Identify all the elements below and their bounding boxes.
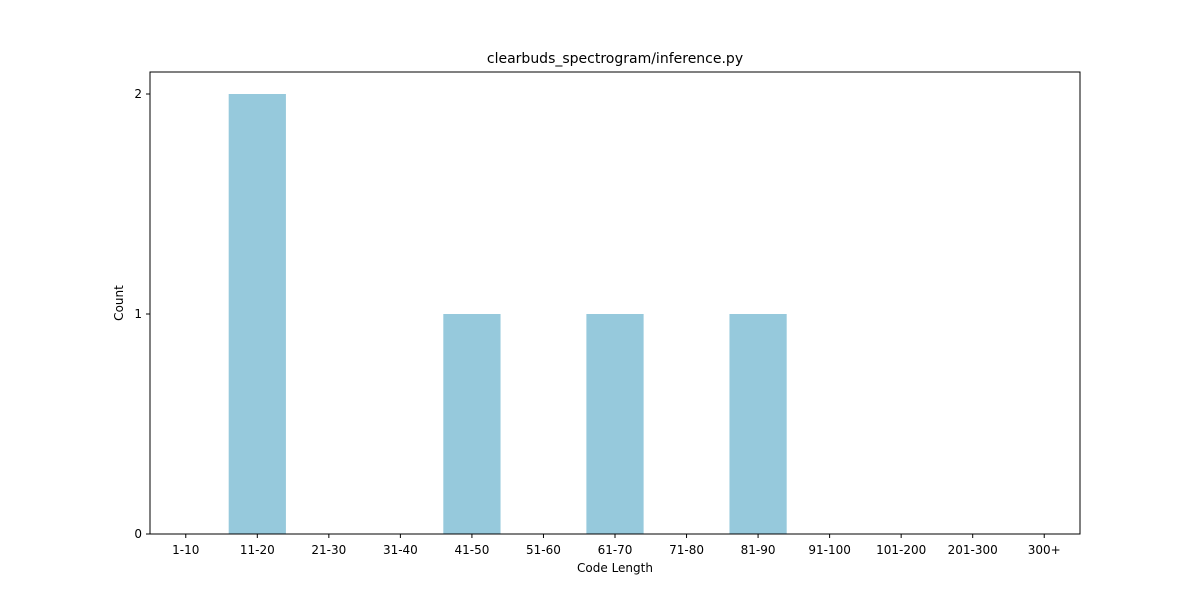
- x-tick-label: 51-60: [526, 543, 561, 557]
- x-axis-title: Code Length: [577, 561, 653, 575]
- x-tick-label: 101-200: [876, 543, 926, 557]
- bar-41-50: [443, 314, 501, 534]
- x-tick-label: 71-80: [669, 543, 704, 557]
- bar-11-20: [228, 94, 286, 534]
- y-tick-label: 0: [134, 527, 142, 541]
- x-tick-label: 201-300: [948, 543, 998, 557]
- x-tick-label: 81-90: [741, 543, 776, 557]
- x-tick-label: 300+: [1028, 543, 1061, 557]
- x-tick-label: 61-70: [598, 543, 633, 557]
- bar-81-90: [729, 314, 787, 534]
- x-tick-label: 41-50: [454, 543, 489, 557]
- bar-61-70: [586, 314, 644, 534]
- x-tick-label: 91-100: [808, 543, 851, 557]
- x-tick-label: 31-40: [383, 543, 418, 557]
- y-tick-label: 2: [134, 87, 142, 101]
- bars-group: [228, 94, 787, 534]
- y-axis: 0 1 2: [134, 87, 150, 541]
- x-tick-label: 21-30: [311, 543, 346, 557]
- x-tick-label: 11-20: [240, 543, 275, 557]
- chart-title: clearbuds_spectrogram/inference.py: [487, 51, 743, 67]
- y-tick-label: 1: [134, 307, 142, 321]
- y-axis-title: Count: [112, 285, 126, 321]
- x-tick-label: 1-10: [172, 543, 199, 557]
- x-axis: 1-10 11-20 21-30 31-40 41-50 51-60 61-70 71-80 8…: [172, 534, 1061, 557]
